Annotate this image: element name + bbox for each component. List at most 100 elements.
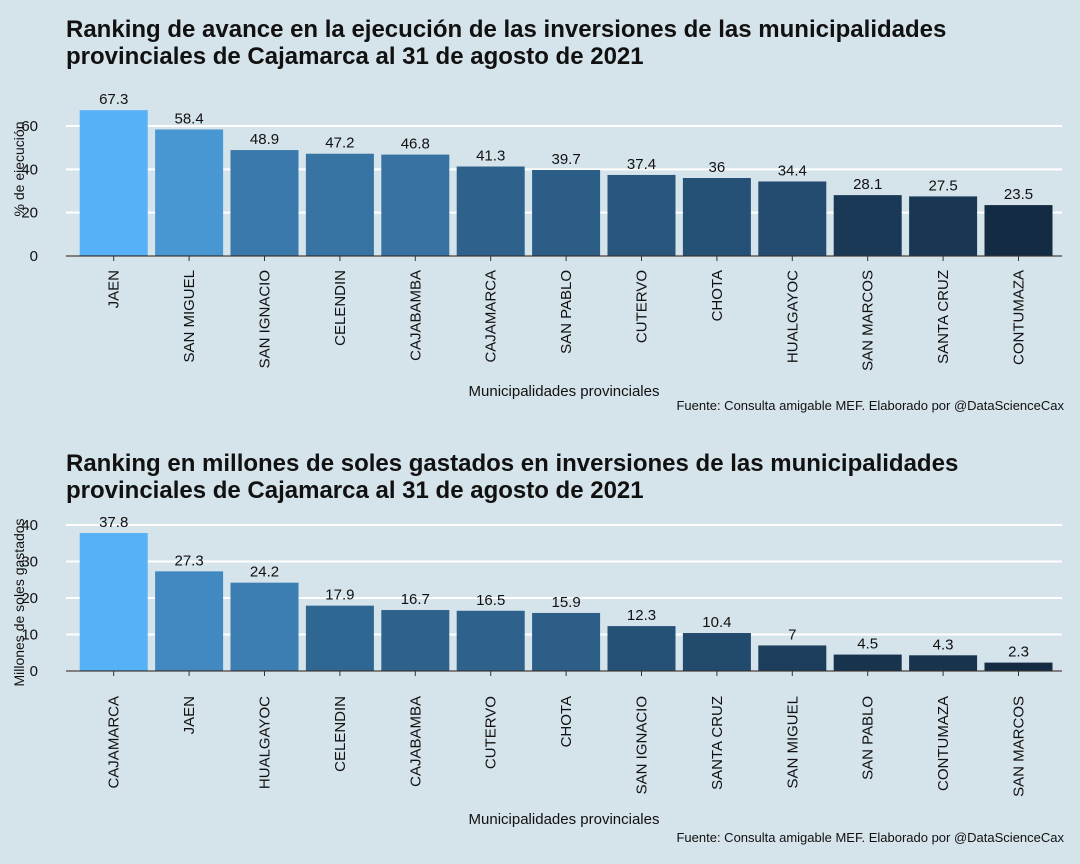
bar-cajabamba xyxy=(381,610,450,671)
bar-cutervo xyxy=(456,610,525,671)
y-tick-label: 40 xyxy=(21,517,38,534)
y-axis: 0 20 40 60% de ejecución xyxy=(11,118,38,265)
bar-jaen xyxy=(155,571,224,671)
data-label: 37.8 xyxy=(99,514,128,531)
bar-celendin xyxy=(305,153,374,256)
x-tick-label: SAN IGNACIO xyxy=(257,270,274,368)
y-tick-label: 30 xyxy=(21,554,38,571)
bars: 37.8 CAJAMARCA 27.3 JAEN 24.2 HUALGAYOC 17.9 CE… xyxy=(79,514,1053,797)
y-tick-label: 20 xyxy=(21,205,38,222)
y-axis-title: % de ejecución xyxy=(11,122,27,217)
data-label: 28.1 xyxy=(853,176,882,193)
bar-san-miguel xyxy=(758,645,827,671)
x-axis-title: Municipalidades provinciales xyxy=(469,383,660,400)
x-tick-label: CONTUMAZA xyxy=(1011,270,1028,365)
x-tick-label: JAEN xyxy=(106,270,123,308)
data-label: 2.3 xyxy=(1008,644,1029,661)
chart-title: Ranking de avance en la ejecución de las… xyxy=(66,16,946,70)
x-tick-label: CHOTA xyxy=(558,696,575,747)
x-axis-title: Municipalidades provinciales xyxy=(469,811,660,828)
chart-title: Ranking en millones de soles gastados en… xyxy=(66,450,958,504)
x-tick-label: CAJAMARCA xyxy=(106,696,123,789)
data-label: 48.9 xyxy=(250,131,279,148)
bar-jaen xyxy=(79,110,148,256)
data-label: 39.7 xyxy=(551,151,580,168)
data-label: 15.9 xyxy=(551,594,580,611)
bar-cajamarca xyxy=(79,533,148,671)
bars: 67.3 JAEN 58.4 SAN MIGUEL 48.9 SAN IGNACIO 47.… xyxy=(79,91,1053,371)
bar-contumaza xyxy=(909,655,978,671)
data-label: 17.9 xyxy=(325,587,354,604)
data-label: 4.5 xyxy=(857,636,878,653)
data-label: 46.8 xyxy=(401,136,430,153)
chart-title-line-2: provinciales de Cajamarca al 31 de agost… xyxy=(66,43,644,70)
x-tick-label: SAN PABLO xyxy=(860,696,877,780)
data-label: 10.4 xyxy=(702,614,731,631)
data-label: 58.4 xyxy=(174,110,203,127)
x-tick-label: SAN IGNACIO xyxy=(634,696,651,794)
data-label: 36 xyxy=(709,159,726,176)
bar-san-miguel xyxy=(155,129,224,256)
bar-cutervo xyxy=(607,174,676,256)
bar-santa-cruz xyxy=(909,196,978,256)
y-tick-label: 40 xyxy=(21,161,38,178)
bar-celendin xyxy=(305,605,374,671)
data-label: 37.4 xyxy=(627,156,656,173)
bar-hualgayoc xyxy=(758,181,827,256)
bar-san-marcos xyxy=(833,195,902,256)
chart-caption: Fuente: Consulta amigable MEF. Elaborado… xyxy=(676,830,1064,845)
chart-title-line-1: Ranking en millones de soles gastados en… xyxy=(66,450,959,477)
x-tick-label: CUTERVO xyxy=(634,270,651,343)
chart-caption: Fuente: Consulta amigable MEF. Elaborado… xyxy=(676,398,1064,413)
y-axis-title: Millones de soles gastados xyxy=(11,518,27,686)
data-label: 23.5 xyxy=(1004,186,1033,203)
bar-cajamarca xyxy=(456,166,525,256)
x-tick-label: SAN MIGUEL xyxy=(784,696,801,789)
x-tick-label: JAEN xyxy=(181,696,198,734)
x-tick-label: CAJABAMBA xyxy=(407,270,424,361)
x-tick-label: SAN MARCOS xyxy=(1011,696,1028,797)
data-label: 7 xyxy=(788,626,796,643)
x-tick-label: CONTUMAZA xyxy=(935,696,952,791)
chart-title-line-1: Ranking de avance en la ejecución de las… xyxy=(66,16,947,43)
y-tick-label: 0 xyxy=(30,663,38,680)
y-tick-label: 60 xyxy=(21,118,38,135)
x-tick-label: CAJAMARCA xyxy=(483,270,500,363)
chart-2: Ranking en millones de soles gastados en… xyxy=(0,450,1080,850)
bar-hualgayoc xyxy=(230,582,299,671)
y-tick-label: 10 xyxy=(21,627,38,644)
x-tick-label: CELENDIN xyxy=(332,270,349,346)
bar-san-ignacio xyxy=(230,150,299,256)
bar-chota xyxy=(532,612,601,671)
bar-santa-cruz xyxy=(682,633,751,671)
y-tick-label: 0 xyxy=(30,248,38,265)
x-tick-label: HUALGAYOC xyxy=(784,270,801,363)
data-label: 24.2 xyxy=(250,564,279,581)
x-tick-label: SAN PABLO xyxy=(558,270,575,354)
y-tick-label: 20 xyxy=(21,590,38,607)
data-label: 34.4 xyxy=(778,162,807,179)
data-label: 27.5 xyxy=(928,177,957,194)
x-tick-label: SAN MARCOS xyxy=(860,270,877,371)
bar-san-pablo xyxy=(532,169,601,256)
chart-1: Ranking de avance en la ejecución de las… xyxy=(0,16,1080,420)
x-tick-label: SANTA CRUZ xyxy=(709,696,726,790)
bar-chart-plot: 0 20 40 60% de ejecución 67.3 JAEN 58.4 SAN MIG… xyxy=(11,91,1062,400)
bar-san-marcos xyxy=(984,662,1053,671)
bar-san-pablo xyxy=(833,654,902,671)
bar-san-ignacio xyxy=(607,626,676,671)
x-tick-label: CAJABAMBA xyxy=(407,696,424,787)
data-label: 4.3 xyxy=(933,636,954,653)
data-label: 16.7 xyxy=(401,591,430,608)
x-tick-label: CUTERVO xyxy=(483,696,500,769)
x-tick-label: HUALGAYOC xyxy=(257,696,274,789)
data-label: 67.3 xyxy=(99,91,128,108)
x-tick-label: CELENDIN xyxy=(332,696,349,772)
bar-chota xyxy=(682,178,751,256)
bar-cajabamba xyxy=(381,154,450,256)
data-label: 41.3 xyxy=(476,148,505,165)
chart-title-line-2: provinciales de Cajamarca al 31 de agost… xyxy=(66,477,644,504)
x-tick-label: SAN MIGUEL xyxy=(181,270,198,363)
data-label: 16.5 xyxy=(476,592,505,609)
